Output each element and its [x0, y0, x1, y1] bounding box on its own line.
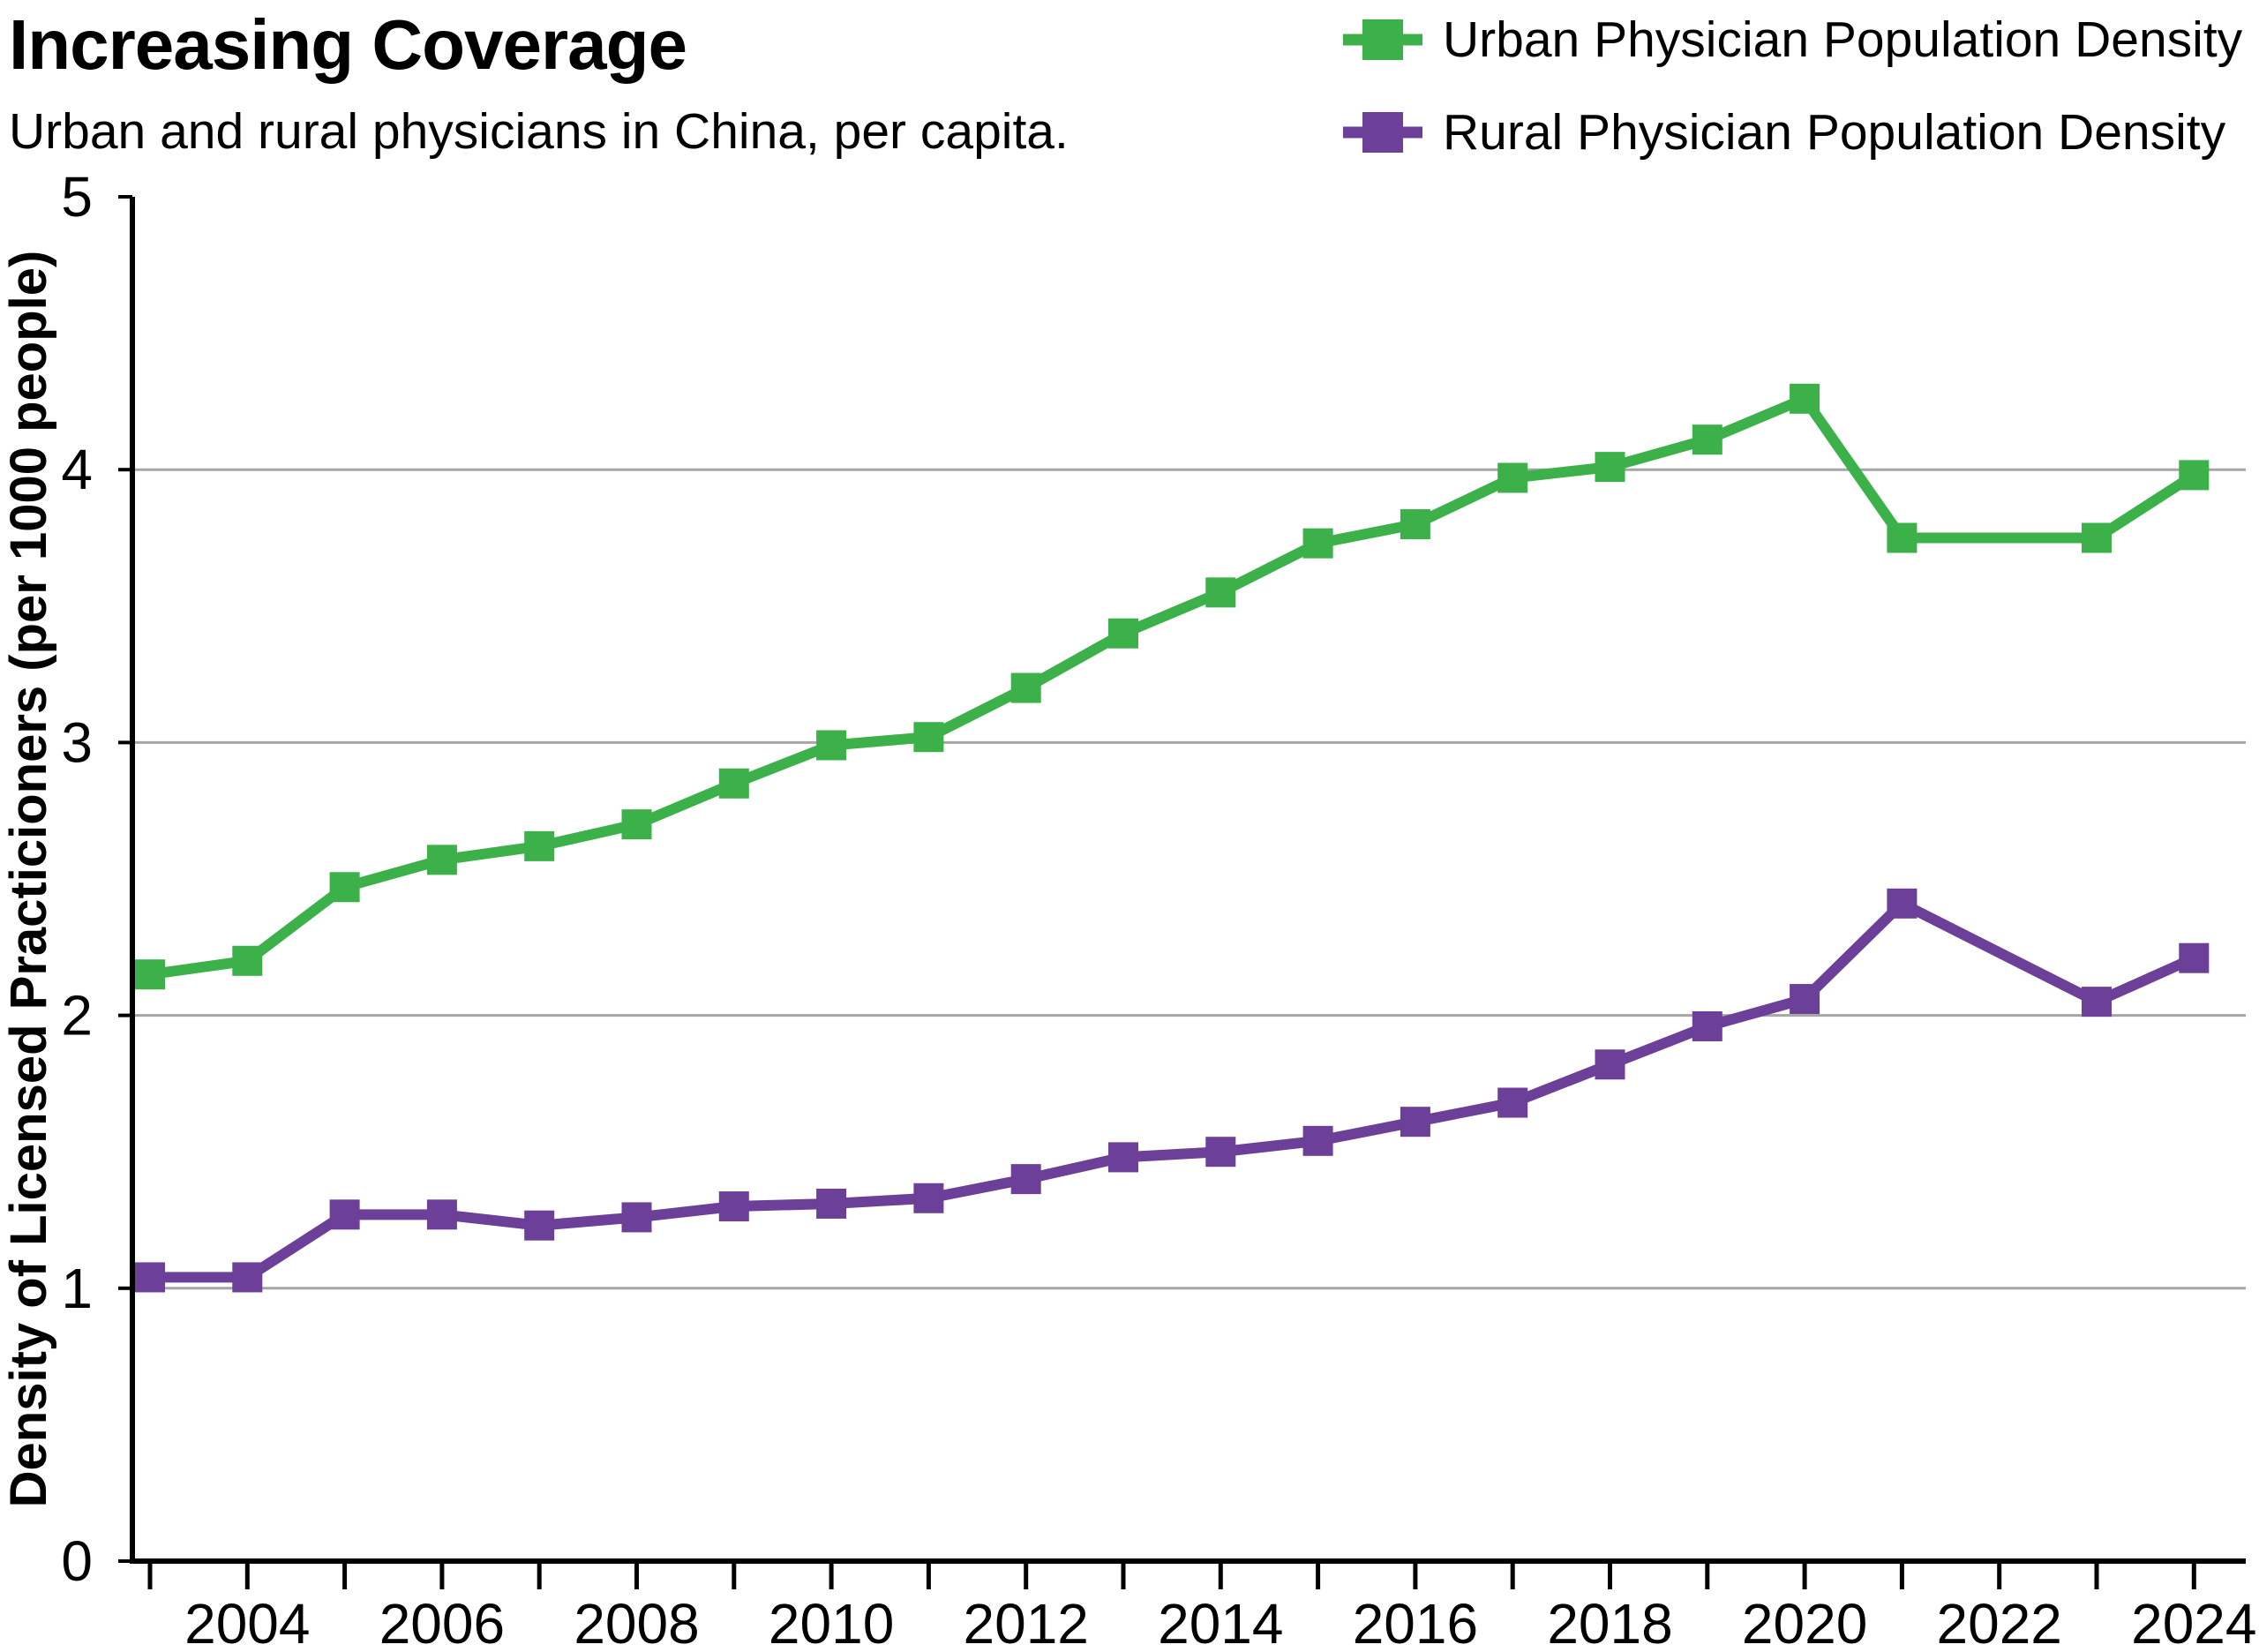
series-lines — [135, 383, 2210, 1293]
y-tick-label-5: 5 — [61, 165, 93, 229]
x-tick-label-2006: 2006 — [379, 1592, 505, 1652]
urban-marker-2009 — [718, 768, 749, 799]
y-tick-label-0: 0 — [61, 1529, 93, 1593]
urban-marker-2008 — [621, 809, 652, 840]
x-tick-label-2008: 2008 — [574, 1592, 699, 1652]
urban-marker-2005 — [329, 872, 360, 903]
legend-swatch-marker-0 — [1362, 19, 1403, 60]
rural-marker-2012 — [1010, 1164, 1041, 1195]
urban-marker-2014 — [1205, 577, 1236, 608]
gridlines — [132, 468, 2246, 1290]
urban-marker-2003 — [135, 959, 165, 990]
x-tick-label-2016: 2016 — [1353, 1592, 1478, 1652]
rural-marker-2011 — [913, 1183, 944, 1213]
urban-marker-2024 — [2179, 460, 2210, 491]
y-tick-label-3: 3 — [61, 710, 93, 774]
axis-ticks — [118, 195, 2196, 1589]
tick-labels: 0 1 2 3 4 5 2004 2006 2008 2010 2012 2014 2016 2018 20… — [61, 165, 2256, 1652]
urban-marker-2023 — [2082, 522, 2112, 553]
legend-swatches — [1343, 19, 1422, 153]
rural-marker-2014 — [1205, 1137, 1236, 1168]
rural-marker-2013 — [1108, 1142, 1138, 1173]
rural-marker-2024 — [2179, 942, 2210, 973]
legend-label-urban: Urban Physician Population Density — [1443, 11, 2243, 68]
rural-marker-2010 — [816, 1188, 847, 1219]
urban-marker-2020 — [1790, 383, 1820, 414]
x-tick-label-2010: 2010 — [769, 1592, 894, 1652]
x-tick-label-2004: 2004 — [184, 1592, 310, 1652]
urban-marker-2018 — [1595, 452, 1625, 483]
urban-marker-2010 — [816, 730, 847, 761]
rural-marker-2007 — [524, 1210, 555, 1241]
urban-marker-2007 — [524, 830, 555, 861]
urban-marker-2015 — [1302, 528, 1333, 559]
rural-marker-2023 — [2082, 987, 2112, 1017]
urban-marker-2006 — [426, 845, 457, 875]
urban-marker-2017 — [1497, 462, 1528, 493]
urban-marker-2012 — [1010, 672, 1041, 703]
x-tick-label-2018: 2018 — [1547, 1592, 1672, 1652]
chart-subtitle: Urban and rural physicians in China, per… — [9, 103, 1069, 160]
urban-marker-2021 — [1887, 522, 1918, 553]
axes — [130, 197, 2246, 1564]
y-tick-label-2: 2 — [61, 984, 93, 1048]
urban-marker-2011 — [913, 722, 944, 753]
urban-marker-2019 — [1692, 424, 1722, 455]
x-tick-label-2012: 2012 — [964, 1592, 1089, 1652]
x-tick-label-2020: 2020 — [1742, 1592, 1867, 1652]
y-axis-label: Density of Licensed Practicioners (per 1… — [0, 251, 57, 1508]
rural-marker-2016 — [1400, 1107, 1430, 1138]
x-tick-label-2022: 2022 — [1937, 1592, 2062, 1652]
x-tick-label-2014: 2014 — [1158, 1592, 1283, 1652]
legend-item-rural: Rural Physician Population Density — [1443, 104, 2226, 161]
rural-marker-2005 — [329, 1199, 360, 1230]
rural-marker-2009 — [718, 1191, 749, 1222]
rural-marker-2015 — [1302, 1125, 1333, 1156]
rural-marker-2003 — [135, 1262, 165, 1293]
y-tick-label-4: 4 — [61, 438, 93, 501]
urban-marker-2004 — [232, 945, 263, 976]
x-tick-label-2024: 2024 — [2131, 1592, 2256, 1652]
rural-marker-2019 — [1692, 1010, 1722, 1041]
y-tick-label-1: 1 — [61, 1257, 93, 1320]
rural-marker-2004 — [232, 1262, 263, 1293]
legend-swatch-marker-1 — [1362, 112, 1403, 153]
legend-label-rural: Rural Physician Population Density — [1443, 104, 2226, 161]
legend: Urban Physician Population Density Rural… — [1343, 11, 2243, 161]
rural-marker-2017 — [1497, 1087, 1528, 1118]
urban-series-line — [149, 392, 2197, 980]
chart-title: Increasing Coverage — [9, 5, 687, 84]
rural-marker-2018 — [1595, 1049, 1625, 1080]
legend-item-urban: Urban Physician Population Density — [1443, 11, 2243, 68]
rural-marker-2020 — [1790, 984, 1820, 1015]
rural-marker-2008 — [621, 1202, 652, 1233]
rural-marker-2006 — [426, 1199, 457, 1230]
urban-marker-2013 — [1108, 618, 1138, 649]
rural-marker-2021 — [1887, 888, 1918, 919]
urban-marker-2016 — [1400, 509, 1430, 540]
